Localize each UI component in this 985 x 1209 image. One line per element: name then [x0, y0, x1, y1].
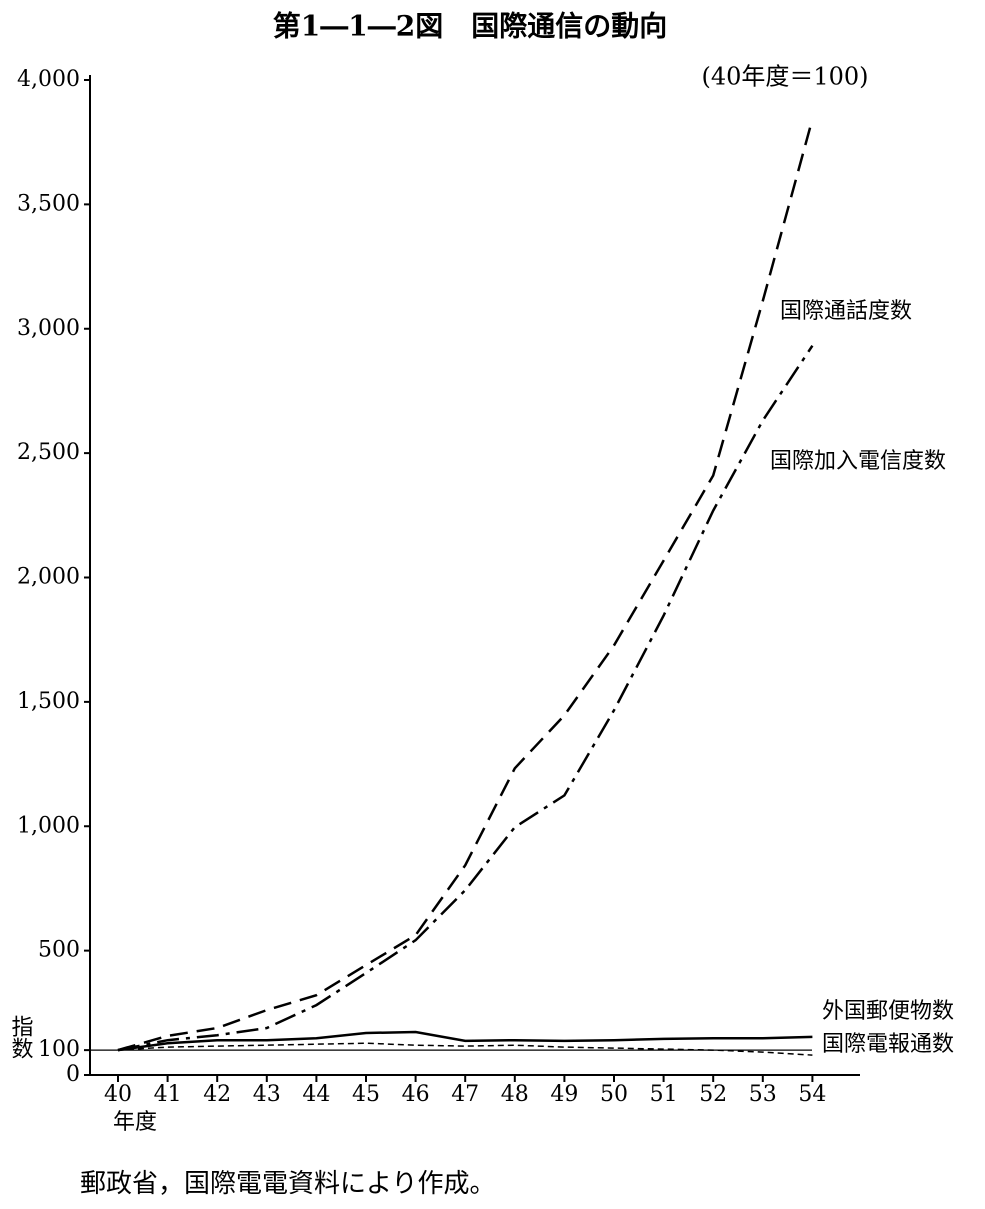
source-note: 郵政省，国際電電資料により作成。	[80, 1169, 495, 1199]
series-line	[117, 1030, 813, 1052]
x-tick-label: 46	[402, 1082, 430, 1107]
y-tick-label: 100	[38, 1037, 80, 1062]
y-tick-label: 1,000	[17, 813, 80, 838]
x-tick-label: 43	[253, 1082, 281, 1107]
chart-title: 第1―1―2図 国際通信の動向	[273, 10, 667, 43]
y-tick-label: 4,000	[17, 67, 80, 92]
y-axis-label: 指数	[8, 1015, 34, 1059]
x-tick-label: 51	[650, 1082, 678, 1107]
series-label: 外国郵便物数	[822, 999, 954, 1024]
y-tick-label: 2,000	[17, 565, 80, 590]
x-tick-label: 40	[104, 1082, 132, 1107]
y-tick-label: 3,000	[17, 316, 80, 341]
x-tick-label: 41	[154, 1082, 182, 1107]
y-tick-label: 2,500	[17, 440, 80, 465]
chart-subtitle: (40年度＝100)	[701, 63, 868, 91]
x-axis-label: 年度	[113, 1110, 157, 1135]
y-tick-label: 1,500	[17, 689, 80, 714]
x-tick-label: 47	[451, 1082, 479, 1107]
series-line	[117, 1042, 813, 1056]
y-tick-label: 0	[66, 1062, 80, 1087]
x-tick-label: 49	[550, 1082, 578, 1107]
series-label: 国際電報通数	[822, 1032, 954, 1057]
x-tick-label: 45	[352, 1082, 380, 1107]
y-tick-label: 3,500	[17, 191, 80, 216]
x-tick-label: 50	[600, 1082, 628, 1107]
x-tick-label: 44	[302, 1082, 330, 1107]
series-line	[117, 345, 814, 1052]
x-tick-label: 42	[203, 1082, 231, 1107]
x-tick-label: 54	[798, 1082, 826, 1107]
x-tick-label: 52	[699, 1082, 727, 1107]
x-tick-label: 48	[501, 1082, 529, 1107]
series-line	[117, 118, 814, 1052]
series-label: 国際通話度数	[780, 299, 912, 324]
x-tick-label: 53	[749, 1082, 777, 1107]
series-label: 国際加入電信度数	[770, 449, 946, 474]
y-tick-label: 500	[38, 938, 80, 963]
